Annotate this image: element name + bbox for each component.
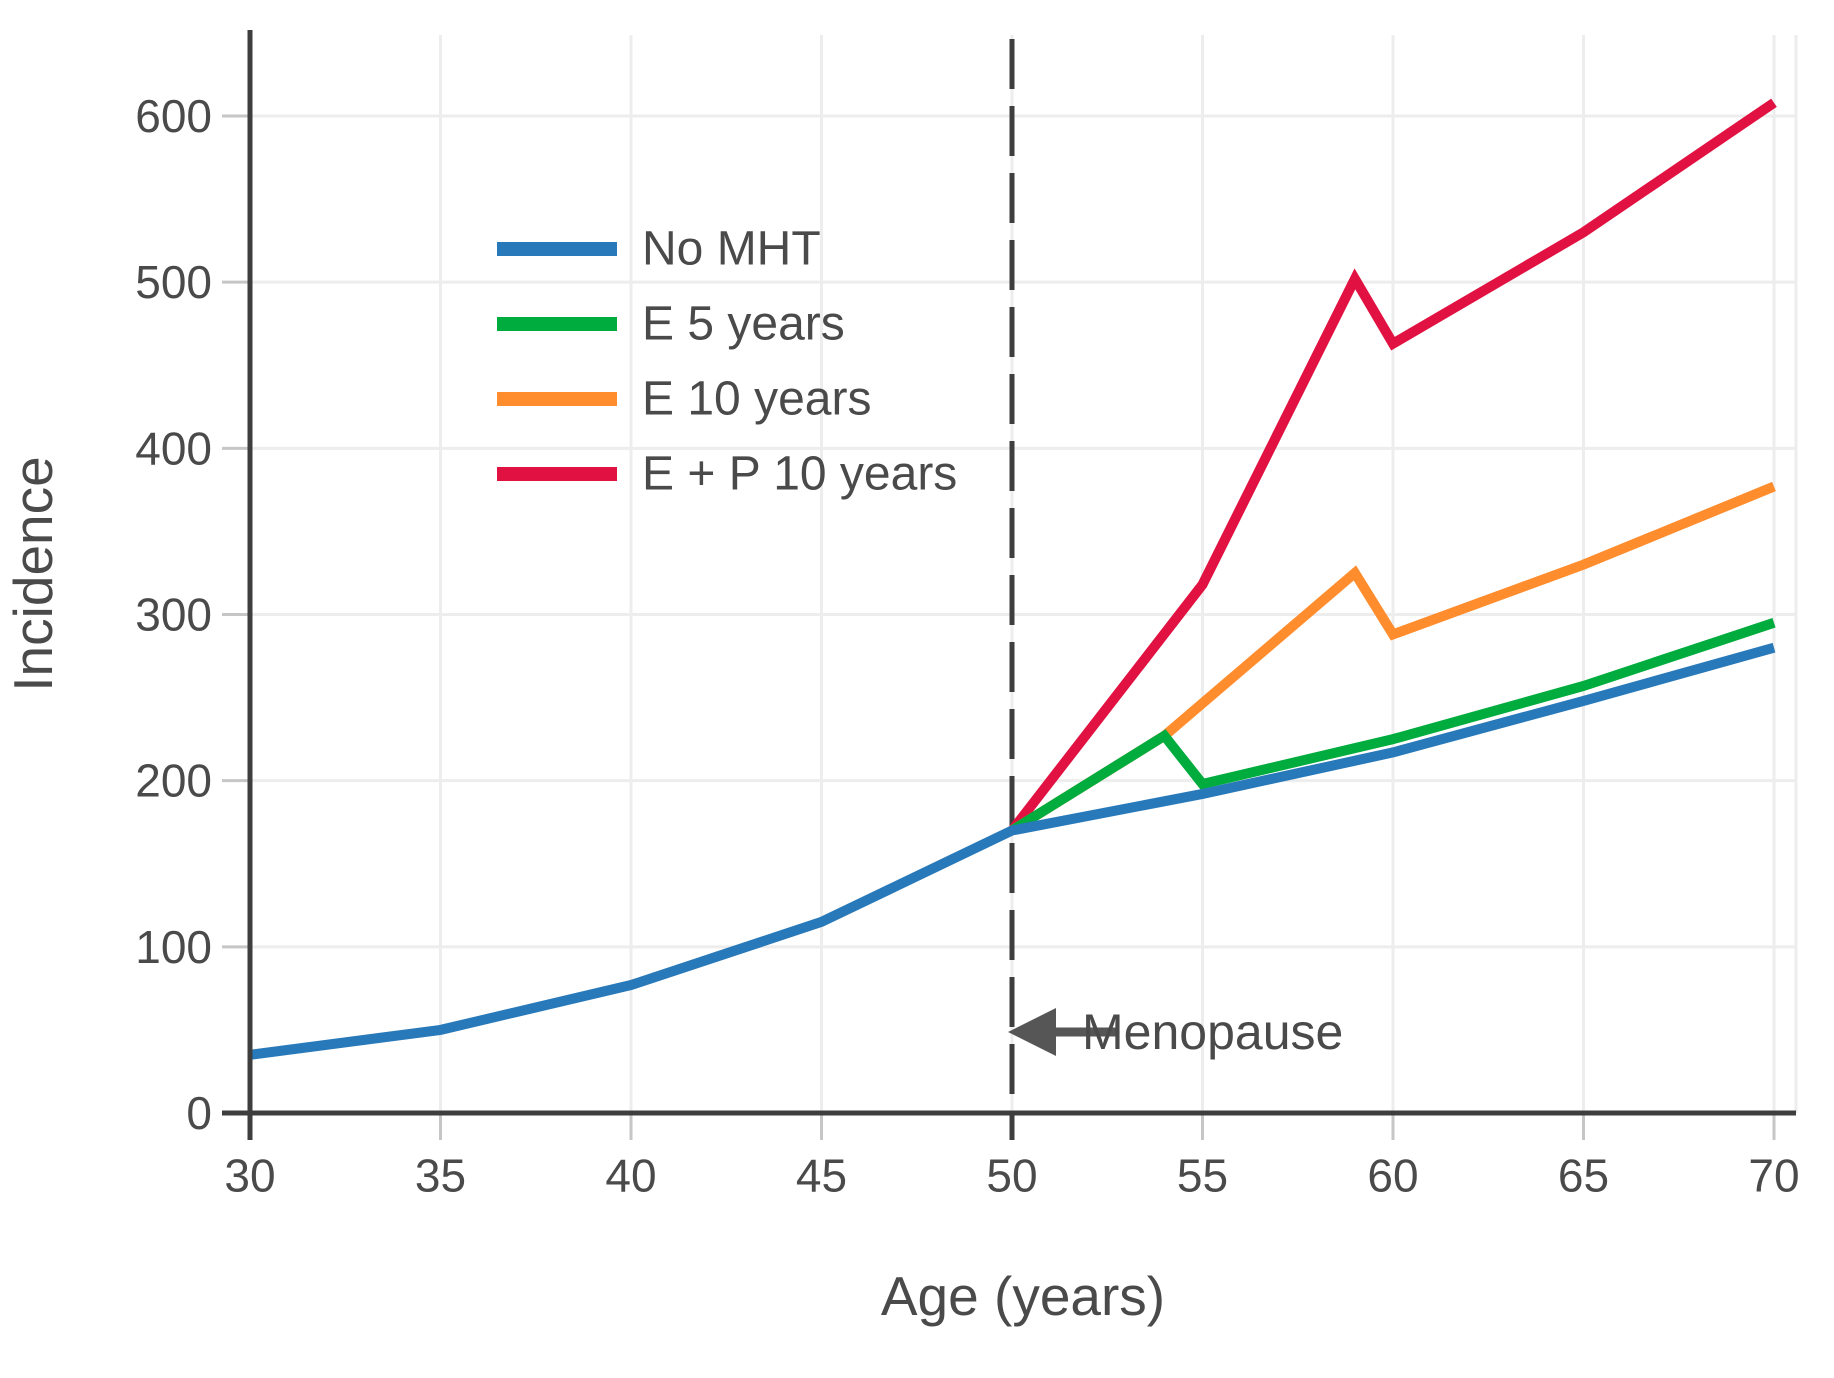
series-line-no-mht [249,642,1776,1060]
y-tick-label: 100 [135,921,212,973]
x-axis-title: Age (years) [881,1265,1165,1327]
x-tick-label: 30 [224,1150,275,1202]
legend-item-e-5-years: E 5 years [497,298,845,351]
x-tick-label: 40 [605,1150,656,1202]
legend-label: E 10 years [642,373,871,426]
legend-label: No MHT [642,223,821,276]
menopause-label: Menopause [1082,1004,1343,1060]
series-line-e-5-years [1009,618,1776,835]
axis-ticks [222,114,1776,1140]
x-tick-label: 65 [1558,1150,1609,1202]
x-tick-label: 70 [1748,1150,1799,1202]
legend-label: E + P 10 years [642,448,957,501]
x-tick-label: 35 [415,1150,466,1202]
series-line-e-p-10-years [1008,98,1777,834]
x-tick-label: 50 [986,1150,1037,1202]
y-tick-label: 600 [135,90,212,142]
y-tick-label: 200 [135,755,212,807]
tick-labels: 0 100 200 300 400 500 600 30 35 40 45 50 55 60 65 70 [135,90,1799,1202]
x-tick-label: 60 [1367,1150,1418,1202]
legend-item-e-10-years: E 10 years [497,373,871,426]
legend: No MHT E 5 years E 10 years E + P 10 years [497,223,957,501]
y-tick-label: 300 [135,589,212,641]
legend-label: E 5 years [642,298,845,351]
series-lines [249,98,1777,1060]
y-tick-label: 400 [135,422,212,474]
axis-spines [222,30,1796,1116]
menopause-arrowhead-icon [1008,1008,1056,1056]
legend-item-e-p-10-years: E + P 10 years [497,448,957,501]
y-axis-title: Incidence [2,456,64,691]
y-tick-label: 500 [135,256,212,308]
menopause-annotation: Menopause [1008,1004,1343,1060]
x-tick-label: 55 [1177,1150,1228,1202]
y-tick-label: 0 [186,1087,212,1139]
gridlines [250,35,1798,1113]
legend-item-no-mht: No MHT [497,223,821,276]
x-tick-label: 45 [796,1150,847,1202]
